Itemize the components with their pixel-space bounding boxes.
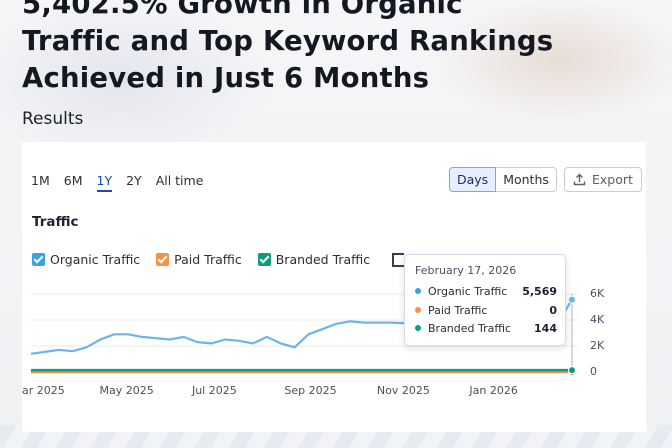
period-selector: 1M 6M 1Y 2Y All time <box>31 173 217 192</box>
tooltip-row-paid: Paid Traffic 0 <box>415 303 557 317</box>
period-2y[interactable]: 2Y <box>126 173 142 188</box>
export-label: Export <box>592 172 633 187</box>
legend-branded[interactable]: Branded Traffic <box>257 252 371 267</box>
checkbox-checked-icon <box>32 253 45 266</box>
tooltip-row-branded: Branded Traffic 144 <box>415 321 557 335</box>
legend-paid-label: Paid Traffic <box>174 252 242 267</box>
period-1y[interactable]: 1Y <box>96 173 113 192</box>
data-point <box>568 295 576 304</box>
period-6m[interactable]: 6M <box>63 173 83 188</box>
chart-legend: Organic Traffic Paid Traffic Branded Tra… <box>32 252 405 267</box>
headline-line-3: Achieved in Just 6 Months <box>22 62 430 94</box>
tooltip-row-label: Branded Traffic <box>428 321 512 335</box>
branded-dot-icon <box>415 325 421 331</box>
checkbox-checked-icon <box>156 253 170 266</box>
data-point <box>568 366 576 375</box>
tooltip-row-label: Paid Traffic <box>428 303 488 317</box>
export-button[interactable]: Export <box>564 167 642 192</box>
upload-icon <box>573 173 586 186</box>
legend-branded-label: Branded Traffic <box>275 252 371 267</box>
tooltip-row-label: Organic Traffic <box>428 284 508 298</box>
view-toggle: Days Months <box>449 167 557 192</box>
months-button[interactable]: Months <box>496 167 557 192</box>
x-tick-label: Sep 2025 <box>284 384 337 397</box>
period-all-time[interactable]: All time <box>155 173 204 188</box>
legend-organic[interactable]: Organic Traffic <box>32 252 140 267</box>
headline: 5,402.5% Growth in Organic Traffic and T… <box>22 0 662 97</box>
paid-dot-icon <box>415 307 421 313</box>
organic-dot-icon <box>415 288 421 294</box>
period-1m[interactable]: 1M <box>31 173 50 188</box>
chart-tooltip: February 17, 2026 Organic Traffic 5,569 … <box>404 254 566 346</box>
panel-title: Traffic <box>32 214 79 230</box>
y-tick-label: 0 <box>590 365 597 378</box>
y-tick-label: 4K <box>590 313 605 326</box>
tooltip-row-value: 144 <box>534 321 557 335</box>
y-tick-label: 2K <box>590 339 605 352</box>
x-tick-label: Jul 2025 <box>191 384 237 397</box>
section-label: Results <box>22 109 84 129</box>
tooltip-date: February 17, 2026 <box>415 264 517 277</box>
headline-line-1: 5,402.5% Growth in Organic <box>22 0 463 20</box>
legend-organic-label: Organic Traffic <box>50 252 141 267</box>
legend-paid[interactable]: Paid Traffic <box>156 252 242 267</box>
headline-line-2: Traffic and Top Keyword Rankings <box>22 25 554 57</box>
x-tick-label: Nov 2025 <box>376 384 430 397</box>
tooltip-row-organic: Organic Traffic 5,569 <box>415 284 557 298</box>
checkbox-checked-icon <box>257 253 271 266</box>
x-tick-label: ar 2025 <box>22 384 65 397</box>
x-tick-label: May 2025 <box>99 384 154 397</box>
y-tick-label: 6K <box>590 287 605 300</box>
tooltip-row-value: 0 <box>549 303 557 317</box>
bracket-icon[interactable] <box>392 252 405 267</box>
traffic-card: 1M 6M 1Y 2Y All time Days Months Export … <box>22 142 646 432</box>
x-tick-label: Jan 2026 <box>469 384 518 397</box>
tooltip-row-value: 5,569 <box>522 284 557 298</box>
days-button[interactable]: Days <box>449 167 497 192</box>
